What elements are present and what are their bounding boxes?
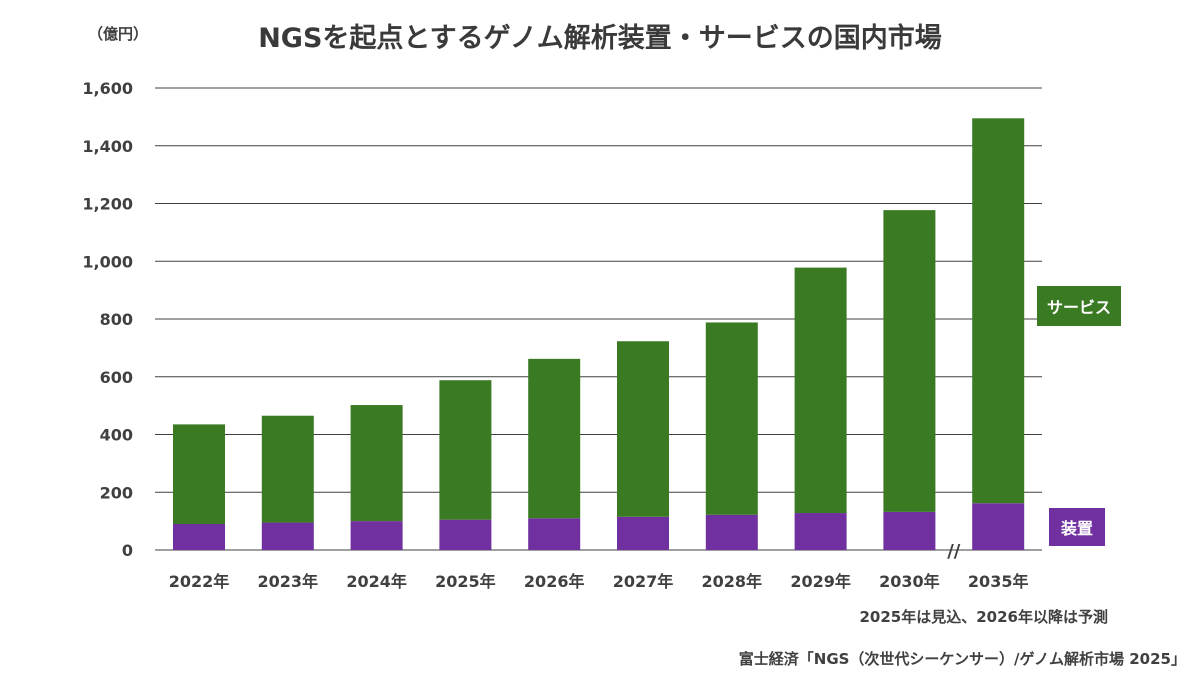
x-tick-label: 2025年 [435, 572, 496, 591]
chart-title: NGSを起点とするゲノム解析装置・サービスの国内市場 [258, 23, 942, 54]
bar-segment-device [794, 513, 847, 550]
bar-segment-service [350, 405, 403, 522]
bar-segment-service [883, 210, 936, 512]
y-tick-label: 400 [100, 426, 133, 445]
bar-segment-service [173, 424, 225, 525]
y-tick-label: 600 [100, 368, 133, 387]
y-tick-label: 800 [100, 310, 133, 329]
y-tick-label: 200 [100, 483, 133, 502]
bar-segment-device [972, 503, 1025, 550]
y-tick-label: 0 [122, 541, 133, 560]
source-citation: 富士経済「NGS（次世代シーケンサー）/ゲノム解析市場 2025」 [738, 650, 1186, 668]
x-tick-label: 2029年 [790, 572, 851, 591]
bar-segment-service [528, 358, 581, 519]
x-tick-label: 2022年 [169, 572, 230, 591]
y-tick-label: 1,600 [82, 79, 133, 98]
x-tick-label: 2035年 [968, 572, 1029, 591]
legend-device: 装置 [1049, 508, 1105, 546]
bar-segment-device [350, 521, 403, 550]
bar-segment-device [261, 522, 314, 550]
y-tick-label: 1,400 [82, 137, 133, 156]
x-tick-label: 2024年 [346, 572, 407, 591]
bar-segment-device [883, 511, 936, 550]
bar-segment-service [794, 267, 847, 514]
x-tick-label: 2028年 [702, 572, 763, 591]
axis-break-marker: // [947, 541, 961, 562]
forecast-note: 2025年は見込、2026年以降は予測 [859, 608, 1109, 626]
bar-segment-device [617, 516, 669, 550]
x-tick-label: 2030年 [879, 572, 940, 591]
x-tick-label: 2027年 [613, 572, 674, 591]
bar-segment-service [439, 380, 492, 520]
axis-labels: 0 200 400 600 800 1,000 1,200 1,400 1,600 2022年 20… [82, 79, 1028, 591]
y-tick-label: 1,000 [82, 252, 133, 271]
x-tick-label: 2023年 [258, 572, 319, 591]
bar-segment-service [617, 341, 669, 517]
bar-segment-device [705, 514, 758, 550]
bars [173, 118, 1025, 550]
bar-segment-device [528, 518, 581, 550]
bar-segment-device [439, 519, 492, 550]
y-axis-unit-label: （億円） [88, 25, 149, 43]
bar-segment-service [972, 118, 1025, 504]
x-tick-label: 2026年 [524, 572, 585, 591]
bar-segment-service [705, 322, 758, 515]
bar-segment-device [173, 524, 225, 550]
y-tick-label: 1,200 [82, 195, 133, 214]
bar-segment-service [261, 415, 314, 523]
legend-service: サービス [1037, 286, 1121, 326]
